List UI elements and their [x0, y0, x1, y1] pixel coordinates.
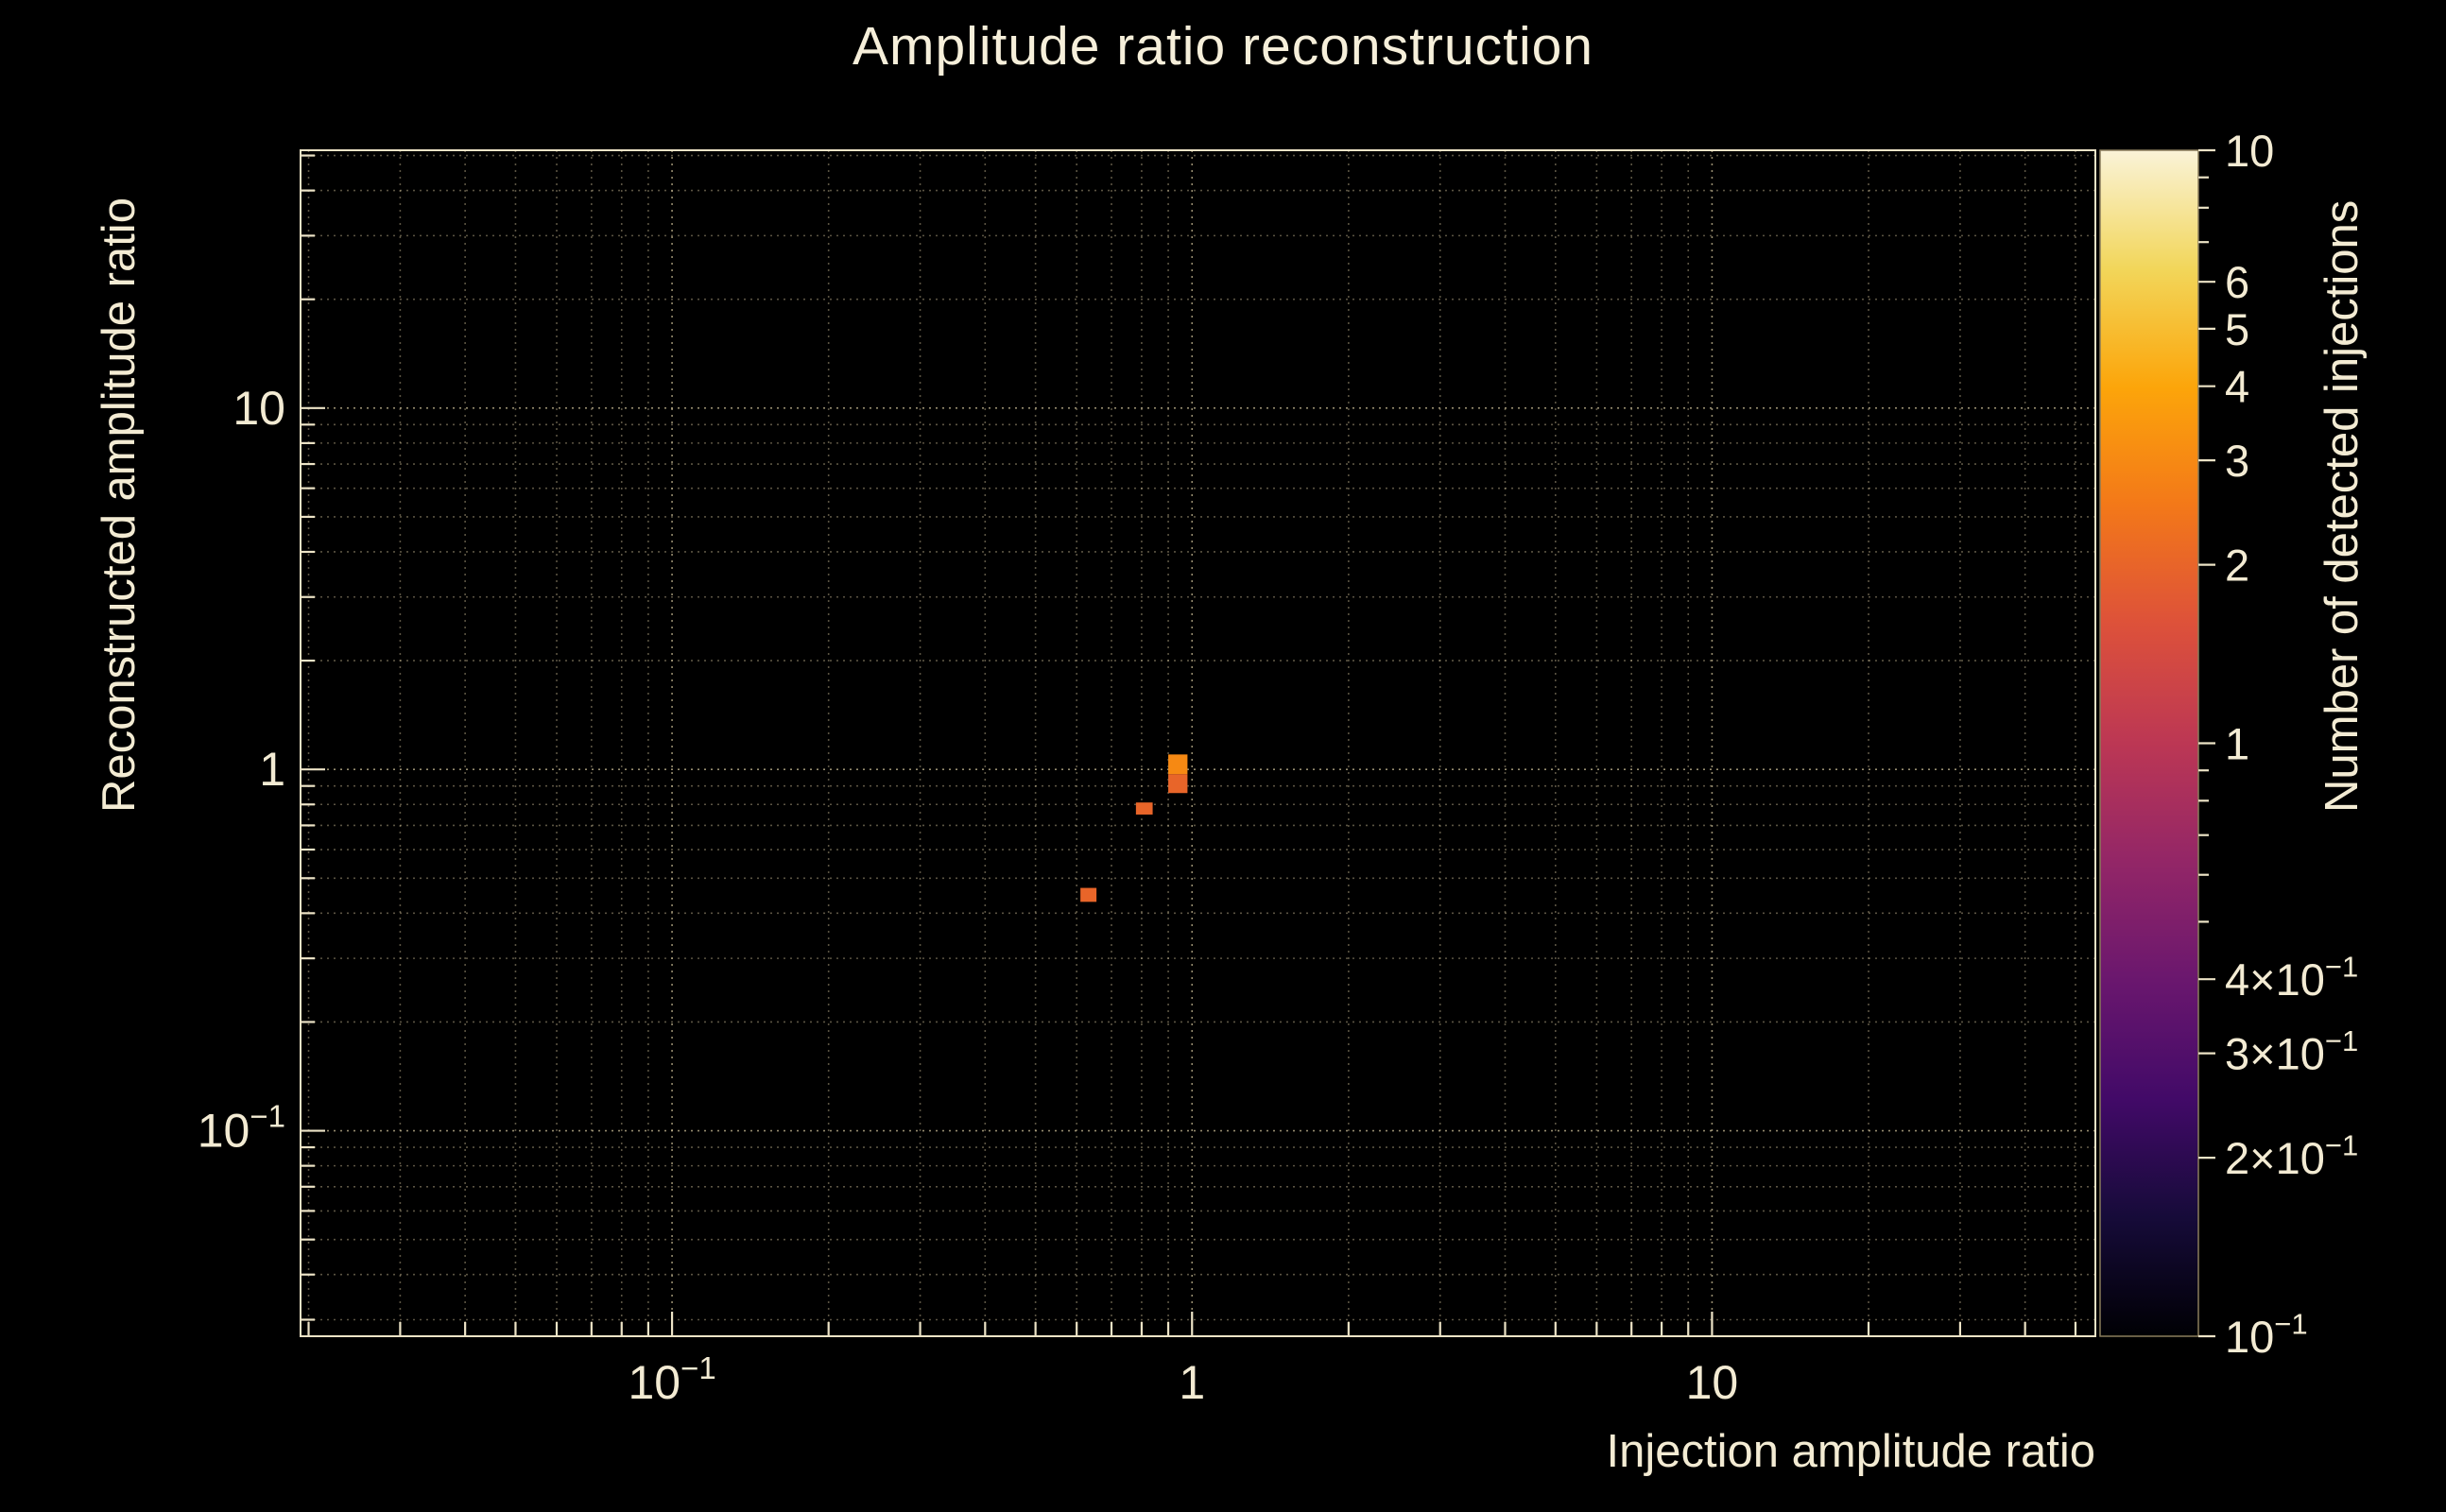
x-tick-label: 10−1	[628, 1350, 715, 1409]
heatmap-bin	[1168, 754, 1188, 775]
colorbar-tick-label: 3×10−1	[2225, 1024, 2358, 1079]
axis-ticks	[301, 154, 2077, 1336]
y-tick-label: 10	[233, 382, 285, 435]
colorbar-tick-label: 10−1	[2225, 1307, 2308, 1362]
heatmap-bin	[1135, 802, 1153, 815]
y-tick-label: 10−1	[198, 1099, 285, 1158]
colorbar-tick-label: 2×10−1	[2225, 1128, 2358, 1183]
colorbar-tick-label: 3	[2225, 436, 2249, 486]
colorbar-tick-label: 6	[2225, 257, 2249, 307]
colorbar-tick-label: 10	[2225, 126, 2274, 176]
chart-title: Amplitude ratio reconstruction	[852, 16, 1594, 77]
x-tick-label: 10	[1686, 1356, 1739, 1409]
heatmap-bin	[1080, 887, 1097, 902]
colorbar-tick-label: 2	[2225, 541, 2249, 591]
colorbar-tick-label: 5	[2225, 304, 2249, 354]
colorbar-tick-label: 1	[2225, 719, 2249, 769]
colorbar-gradient	[2100, 150, 2198, 1336]
heatmap-bin	[1168, 774, 1188, 794]
y-tick-label: 1	[259, 743, 285, 796]
x-tick-label: 1	[1179, 1356, 1205, 1409]
colorbar-tick-label: 4	[2225, 362, 2249, 412]
plot-frame	[300, 149, 2096, 1337]
grid-lines	[301, 150, 2095, 1336]
colorbar-ticks	[2198, 148, 2215, 1338]
heatmap-bins	[1080, 754, 1188, 902]
colorbar-tick-label: 4×10−1	[2225, 950, 2358, 1005]
x-axis-label: Injection amplitude ratio	[1606, 1426, 2095, 1477]
